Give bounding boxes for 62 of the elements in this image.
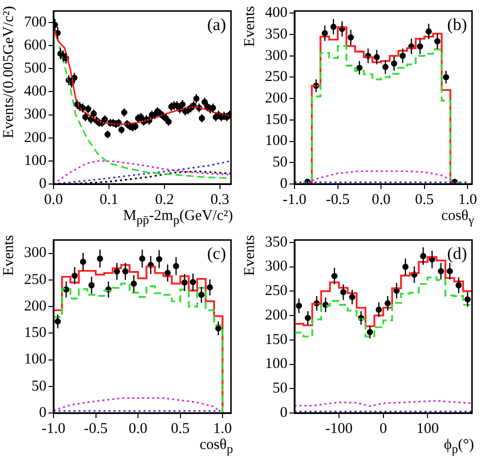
x-tick-label: 0.5 [170, 420, 190, 437]
y-tick-label: 50 [272, 154, 288, 171]
x-axis-title: M$_{pp̄}$-2m$_{p}$(GeV/c²) [123, 207, 233, 229]
x-tick-label: 0.3 [210, 192, 230, 208]
x-axis-title: ϕ$_{p}$(°) [444, 436, 474, 458]
y-tick-label: 300 [265, 48, 288, 64]
y-tick-label: 200 [24, 298, 46, 314]
y-tick-label: 700 [24, 14, 46, 30]
y-tick-label: 100 [24, 352, 46, 368]
y-tick-label: 50 [32, 378, 46, 394]
y-tick-label: 50 [272, 380, 288, 397]
y-tick-label: 350 [265, 26, 288, 42]
y-tick-label: 0 [280, 176, 288, 192]
annotation: (c) [207, 244, 226, 263]
y-tick-label: 300 [24, 106, 46, 123]
y-tick-label: 150 [24, 325, 46, 342]
annotation: (b) [447, 14, 467, 34]
y-tick-label: 0 [39, 176, 46, 192]
x-tick-label: 0.2 [155, 192, 174, 208]
y-tick-label: 500 [24, 60, 46, 77]
y-tick-label: 350 [265, 234, 288, 250]
y-tick-label: 200 [265, 307, 288, 324]
y-tick-label: 400 [265, 5, 288, 22]
y-axis-title: Events [1, 235, 18, 276]
x-tick-label: -1.0 [42, 420, 66, 437]
x-tick-label: 0.0 [44, 192, 63, 208]
x-tick-label: 1.0 [213, 420, 232, 437]
y-tick-label: 300 [265, 258, 288, 275]
x-tick-label: -1.0 [282, 192, 306, 208]
x-tick-label: -100 [325, 420, 353, 437]
y-tick-label: 250 [24, 272, 46, 288]
y-tick-label: 200 [24, 130, 46, 146]
annotation: (d) [447, 244, 467, 263]
y-tick-label: 600 [24, 38, 46, 54]
y-tick-label: 100 [24, 152, 46, 169]
y-tick-label: 0 [39, 404, 46, 421]
x-tick-label: 0.0 [372, 192, 390, 208]
y-tick-label: 150 [265, 112, 288, 128]
y-axis-title: Events [242, 235, 259, 276]
y-tick-label: 150 [265, 332, 288, 348]
y-tick-label: 250 [265, 283, 288, 300]
y-tick-label: 100 [265, 133, 288, 150]
x-tick-label: 100 [416, 420, 439, 437]
x-axis-title: cosθ$_{p}$ [200, 436, 233, 458]
y-tick-label: 400 [24, 84, 46, 100]
y-tick-label: 200 [265, 90, 288, 107]
x-tick-label: 0 [380, 420, 387, 437]
x-tick-label: -0.5 [326, 192, 350, 208]
y-axis-title: Events/(0.005GeV/c²) [1, 6, 18, 138]
x-tick-label: 0.5 [415, 192, 434, 208]
y-axis-title: Events [242, 6, 259, 47]
x-tick-label: 0.0 [128, 420, 148, 437]
y-tick-label: 250 [265, 69, 288, 86]
x-tick-label: 0.1 [100, 192, 118, 208]
y-tick-label: 0 [280, 404, 288, 421]
line-series [54, 397, 221, 412]
annotation: (a) [207, 14, 226, 34]
x-tick-label: -0.5 [84, 420, 108, 437]
x-axis-title: cosθ$_{γ}$ [441, 207, 474, 229]
y-tick-label: 100 [265, 356, 288, 372]
x-tick-label: 1.0 [458, 192, 478, 208]
y-tick-label: 300 [24, 245, 46, 262]
